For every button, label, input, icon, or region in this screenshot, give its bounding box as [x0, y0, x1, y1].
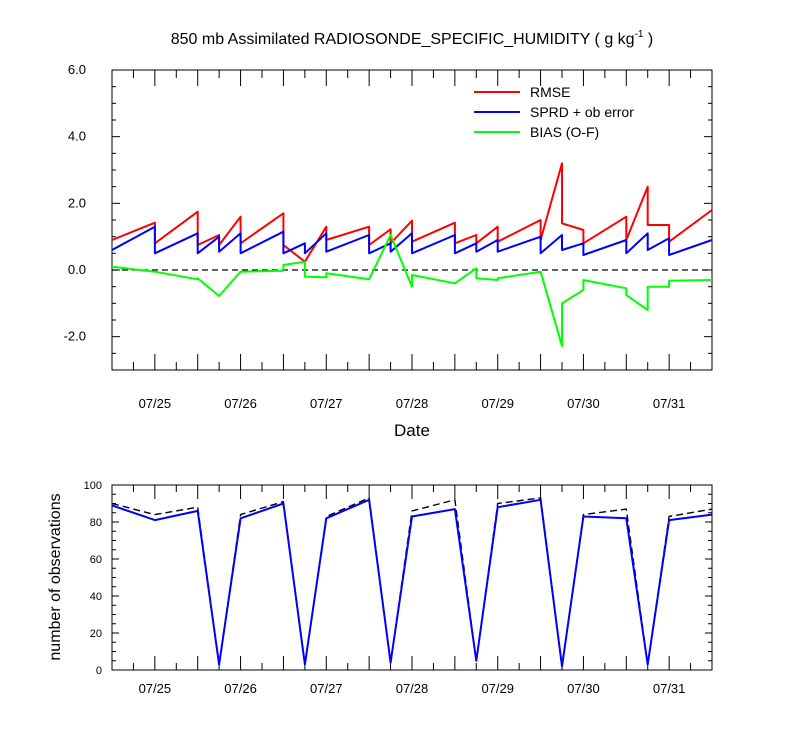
y-tick-label: 0.0	[68, 262, 86, 277]
x-tick-label: 07/29	[481, 681, 514, 696]
series-lines	[111, 162, 713, 347]
series-line-sprd-ob-error	[111, 225, 713, 256]
chart-title: 850 mb Assimilated RADIOSONDE_SPECIFIC_H…	[171, 29, 654, 48]
y-tick-label: 40	[90, 591, 102, 603]
legend-label: SPRD + ob error	[530, 104, 634, 120]
axis-ticks: 0 20 40 60 80 100 07/25 07/26 07/27 07/28 07/29 07/…	[84, 480, 712, 696]
y-tick-label: -2.0	[64, 329, 86, 344]
x-tick-label: 07/27	[310, 681, 343, 696]
y-axis-label: number of observations	[47, 493, 64, 660]
series-line-0	[111, 497, 713, 667]
y-tick-label: 100	[84, 480, 102, 492]
y-tick-label: 6.0	[68, 62, 86, 77]
y-tick-label: 60	[90, 554, 102, 566]
chart-title-text: 850 mb Assimilated RADIOSONDE_SPECIFIC_H…	[171, 31, 635, 48]
x-tick-label: 07/28	[396, 681, 429, 696]
x-tick-label: 07/30	[567, 681, 600, 696]
series-line-bias-o-f	[111, 234, 713, 347]
x-tick-label: 07/29	[481, 396, 514, 411]
x-tick-label: 07/26	[224, 396, 257, 411]
x-tick-label: 07/28	[396, 396, 429, 411]
y-tick-label: 4.0	[68, 129, 86, 144]
x-tick-label: 07/31	[653, 681, 686, 696]
x-tick-label: 07/25	[139, 396, 172, 411]
top-chart: 850 mb Assimilated RADIOSONDE_SPECIFIC_H…	[64, 29, 713, 440]
y-tick-label: 2.0	[68, 195, 86, 210]
series-line-1	[111, 498, 713, 668]
x-tick-label: 07/26	[224, 681, 257, 696]
axis-ticks: -2.0 0.0 2.0 4.0 6.0 07/25 07/26 07/27 07/28 07/2…	[64, 62, 712, 411]
chart-title-superscript: -1	[635, 29, 644, 40]
bottom-chart: 0 20 40 60 80 100 07/25 07/26 07/27 07/28 07/29 07/…	[47, 480, 713, 696]
x-tick-label: 07/31	[653, 396, 686, 411]
x-tick-label: 07/30	[567, 396, 600, 411]
series-lines	[111, 497, 713, 668]
plot-frame	[111, 484, 713, 671]
y-tick-label: 80	[90, 517, 102, 529]
legend-label: RMSE	[530, 84, 570, 100]
y-tick-label: 0	[96, 665, 102, 677]
legend-label: BIAS (O-F)	[530, 124, 599, 140]
y-tick-label: 20	[90, 628, 102, 640]
legend: RMSE SPRD + ob error BIAS (O-F)	[474, 84, 634, 140]
x-axis-label: Date	[394, 421, 430, 440]
x-tick-label: 07/27	[310, 396, 343, 411]
chart-title-end: )	[643, 31, 653, 48]
x-tick-label: 07/25	[139, 681, 172, 696]
